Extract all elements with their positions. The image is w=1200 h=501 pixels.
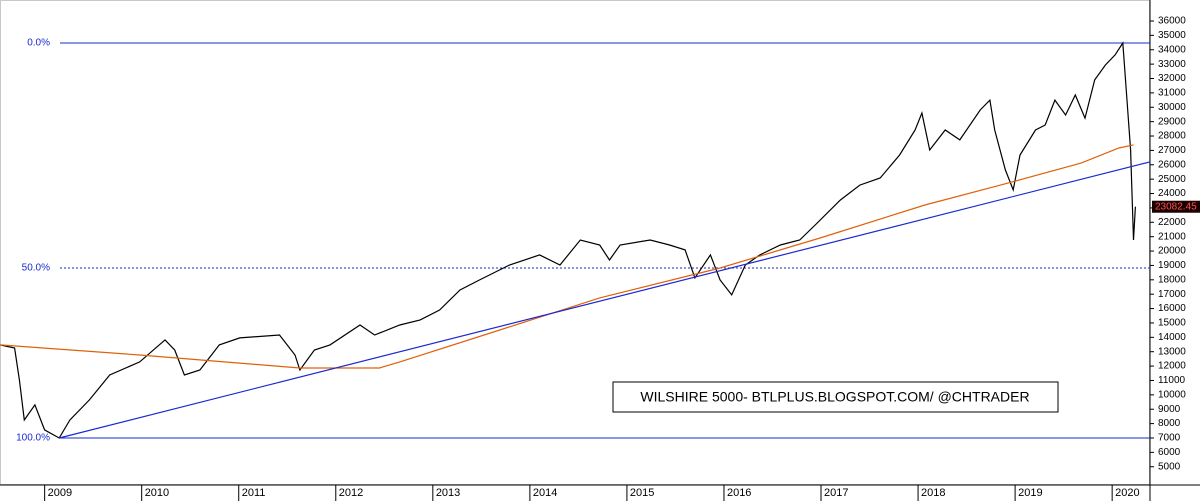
y-tick-label: 10000 xyxy=(1158,389,1186,400)
x-tick-label: 2013 xyxy=(436,487,460,499)
level-label: 0.0% xyxy=(27,38,50,49)
y-tick-label: 34000 xyxy=(1158,44,1186,55)
x-tick-label: 2016 xyxy=(727,487,751,499)
y-tick-label: 32000 xyxy=(1158,73,1186,84)
y-tick-label: 28000 xyxy=(1158,131,1186,142)
last-price-badge xyxy=(1152,200,1200,213)
y-tick-label: 5000 xyxy=(1158,461,1181,472)
annotation: WILSHIRE 5000- BTLPLUS.BLOGSPOT.COM/ @CH… xyxy=(640,389,1029,405)
y-tick-label: 22000 xyxy=(1158,217,1186,228)
y-tick-label: 26000 xyxy=(1158,159,1186,170)
y-tick-label: 13000 xyxy=(1158,346,1186,357)
y-tick-label: 8000 xyxy=(1158,418,1181,429)
y-tick-label: 35000 xyxy=(1158,30,1186,41)
x-tick-label: 2017 xyxy=(824,487,848,499)
y-tick-label: 29000 xyxy=(1158,116,1186,127)
annotation-box xyxy=(612,381,1059,413)
y-tick-label: 7000 xyxy=(1158,433,1181,444)
series-line xyxy=(59,161,1151,439)
y-tick-label: 12000 xyxy=(1158,361,1186,372)
y-tick-label: 15000 xyxy=(1158,318,1186,329)
y-tick-label: 24000 xyxy=(1158,188,1186,199)
x-tick-label: 2011 xyxy=(242,487,266,499)
x-tick-label: 2019 xyxy=(1018,487,1042,499)
x-tick-label: 2010 xyxy=(145,487,169,499)
y-tick-label: 31000 xyxy=(1158,88,1186,99)
y-tick-label: 16000 xyxy=(1158,303,1186,314)
x-tick-label: 2009 xyxy=(48,487,72,499)
x-tick-label: 2012 xyxy=(339,487,363,499)
y-tick-label: 9000 xyxy=(1158,404,1181,415)
x-tick-label: 2020 xyxy=(1115,487,1139,499)
y-tick-label: 20000 xyxy=(1158,246,1186,257)
series-line xyxy=(0,41,1136,439)
y-tick-label: 17000 xyxy=(1158,289,1186,300)
series-line xyxy=(0,144,1134,369)
y-tick-label: 33000 xyxy=(1158,59,1186,70)
y-tick-label: 18000 xyxy=(1158,274,1186,285)
y-tick-label: 11000 xyxy=(1158,375,1186,386)
y-tick-label: 27000 xyxy=(1158,145,1186,156)
y-tick-label: 25000 xyxy=(1158,174,1186,185)
level-label: 100.0% xyxy=(16,433,50,444)
level-label: 50.0% xyxy=(22,263,50,274)
x-tick-label: 2018 xyxy=(921,487,945,499)
y-tick-label: 36000 xyxy=(1158,16,1186,27)
last-price-label: 23082.45 xyxy=(1155,201,1197,212)
y-tick-label: 6000 xyxy=(1158,447,1181,458)
y-tick-label: 21000 xyxy=(1158,231,1186,242)
y-tick-label: 14000 xyxy=(1158,332,1186,343)
y-tick-label: 19000 xyxy=(1158,260,1186,271)
x-tick-label: 2015 xyxy=(630,487,654,499)
y-tick-label: 30000 xyxy=(1158,102,1186,113)
x-tick-label: 2014 xyxy=(533,487,557,499)
